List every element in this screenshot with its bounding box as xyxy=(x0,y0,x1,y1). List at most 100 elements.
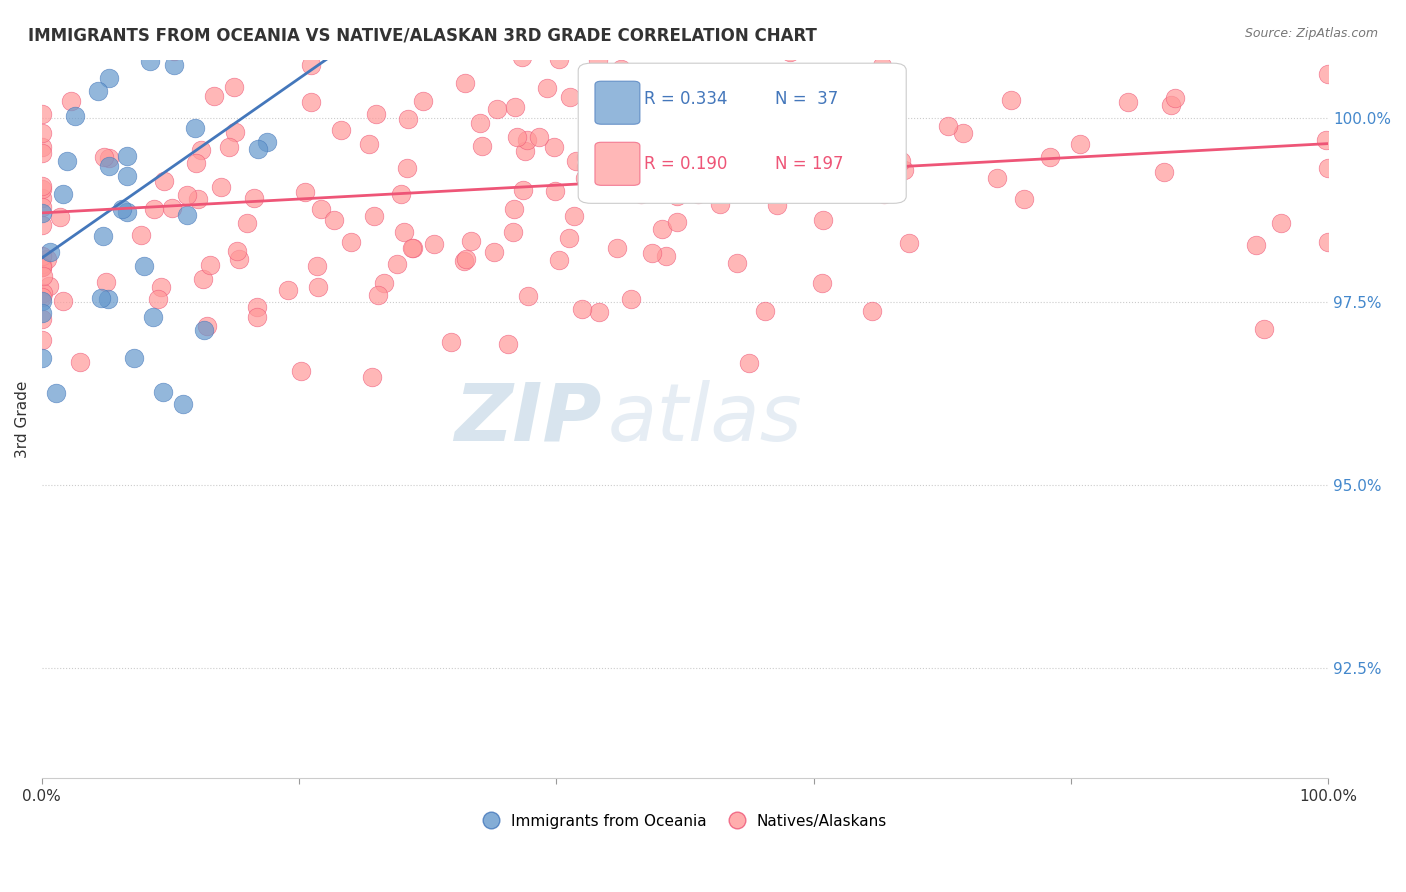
Point xyxy=(506,130,529,145)
Point xyxy=(669,155,692,169)
Point xyxy=(516,288,538,302)
Point xyxy=(765,143,787,157)
Point xyxy=(309,202,332,216)
Point xyxy=(31,257,53,271)
Point xyxy=(402,241,425,255)
Point xyxy=(575,150,598,164)
Point xyxy=(651,178,673,192)
Point xyxy=(367,288,389,302)
Point xyxy=(172,12,194,26)
Point xyxy=(146,292,169,306)
Point xyxy=(190,143,212,157)
Point xyxy=(311,42,333,56)
Point xyxy=(440,334,463,349)
Point xyxy=(860,303,883,318)
Point xyxy=(516,133,538,147)
Point xyxy=(574,170,596,185)
Text: N = 197: N = 197 xyxy=(775,155,844,173)
Point xyxy=(776,70,799,84)
Point xyxy=(31,249,53,263)
Point xyxy=(1164,91,1187,105)
Point xyxy=(512,183,534,197)
Point xyxy=(454,77,477,91)
Point xyxy=(651,222,673,236)
Point xyxy=(717,175,740,189)
Point xyxy=(482,245,505,260)
Text: Source: ZipAtlas.com: Source: ZipAtlas.com xyxy=(1244,27,1378,40)
Point xyxy=(360,370,382,384)
Point xyxy=(246,142,269,156)
Point xyxy=(852,171,875,186)
Point xyxy=(789,87,811,102)
Point xyxy=(641,245,664,260)
Point xyxy=(581,137,603,152)
Point xyxy=(373,276,395,290)
Point xyxy=(242,191,264,205)
Point xyxy=(547,253,569,268)
Point xyxy=(1253,322,1275,336)
Point xyxy=(610,62,633,76)
Point xyxy=(115,169,138,183)
Point xyxy=(1317,161,1340,176)
Point xyxy=(716,112,738,126)
Point xyxy=(60,94,83,108)
Point xyxy=(112,35,135,49)
Point xyxy=(224,80,246,95)
Point xyxy=(63,109,86,123)
Point xyxy=(759,180,782,194)
Point xyxy=(290,364,312,378)
Point xyxy=(176,208,198,222)
Point xyxy=(548,52,571,66)
Point xyxy=(143,202,166,217)
Point xyxy=(485,103,508,117)
Point xyxy=(226,244,249,259)
Point xyxy=(630,187,652,202)
Point xyxy=(453,253,475,268)
Point xyxy=(152,385,174,400)
Point xyxy=(666,215,689,229)
Point xyxy=(111,202,134,217)
Point xyxy=(468,116,491,130)
Point xyxy=(321,31,343,45)
Point xyxy=(31,268,53,283)
Point xyxy=(662,181,685,195)
Point xyxy=(31,260,53,275)
Point xyxy=(1039,150,1062,164)
Point xyxy=(97,70,120,85)
Point xyxy=(709,197,731,211)
Point xyxy=(163,44,186,58)
Point xyxy=(31,140,53,154)
Point xyxy=(52,187,75,202)
FancyBboxPatch shape xyxy=(578,63,907,203)
Point xyxy=(31,191,53,205)
Point xyxy=(357,137,380,152)
Point xyxy=(307,259,329,273)
Point xyxy=(893,162,915,177)
Point xyxy=(90,291,112,305)
Point xyxy=(191,272,214,286)
Point xyxy=(830,144,852,158)
Point xyxy=(752,112,775,127)
Point xyxy=(45,386,67,401)
Point xyxy=(209,180,232,194)
Point xyxy=(766,197,789,211)
Point xyxy=(606,241,628,255)
Point xyxy=(1317,67,1340,81)
Point xyxy=(510,50,533,64)
Point xyxy=(609,173,631,187)
Text: ZIP: ZIP xyxy=(454,380,602,458)
Point xyxy=(692,123,714,137)
Point xyxy=(246,300,269,314)
Point xyxy=(1270,216,1292,230)
Point xyxy=(195,319,218,334)
Point xyxy=(236,216,259,230)
Point xyxy=(544,184,567,198)
Point xyxy=(31,260,53,274)
Point xyxy=(38,279,60,293)
Point xyxy=(725,256,748,270)
Point xyxy=(31,206,53,220)
Point xyxy=(31,178,53,193)
Point xyxy=(31,126,53,140)
Point xyxy=(96,275,118,289)
Point xyxy=(558,90,581,104)
